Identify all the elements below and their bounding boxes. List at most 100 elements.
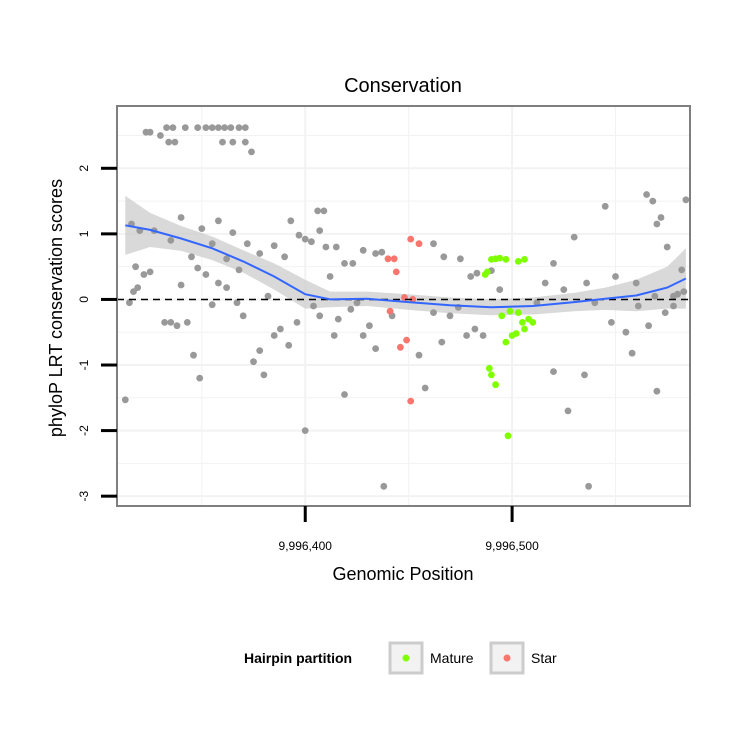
data-point-other	[446, 312, 454, 320]
legend-label-star: Star	[531, 650, 557, 666]
data-point-other	[287, 217, 295, 225]
data-point-mature	[506, 307, 514, 315]
plot-panel	[116, 105, 691, 507]
data-point-other	[533, 299, 541, 307]
data-point-other	[239, 312, 247, 320]
y-tick-label: 0	[77, 296, 91, 303]
data-point-other	[183, 319, 191, 326]
data-point-other	[663, 243, 671, 251]
data-point-other	[256, 250, 264, 257]
y-tick-label: -3	[77, 491, 91, 502]
data-point-other	[415, 351, 423, 359]
data-point-other	[430, 240, 437, 248]
data-point-star	[390, 255, 398, 263]
data-point-other	[570, 233, 578, 241]
data-point-other	[194, 124, 202, 131]
data-point-other	[438, 338, 446, 346]
data-point-other	[165, 138, 173, 146]
data-point-other	[277, 325, 284, 333]
data-point-other	[653, 387, 661, 395]
data-point-other	[320, 207, 328, 215]
data-point-other	[657, 214, 665, 221]
data-point-other	[632, 279, 640, 287]
data-point-other	[634, 302, 642, 310]
data-point-other	[316, 227, 324, 235]
data-point-other	[457, 255, 464, 263]
data-point-other	[322, 243, 330, 251]
data-point-other	[167, 319, 175, 326]
confidence-band	[125, 195, 686, 316]
y-tick-label: 2	[77, 165, 91, 172]
data-point-other	[248, 148, 255, 156]
data-point-other	[223, 284, 231, 291]
series-mature	[481, 254, 537, 440]
legend-swatch-mature	[402, 654, 410, 662]
data-point-other	[330, 332, 338, 339]
data-point-other	[440, 253, 448, 261]
legend: Hairpin partition Mature Star	[244, 641, 557, 675]
data-point-other	[347, 305, 355, 313]
data-point-other	[349, 260, 357, 267]
x-tick-label: 9,996,500	[485, 539, 539, 553]
y-tick-label: -2	[77, 425, 91, 436]
data-point-star	[409, 296, 417, 303]
data-points	[121, 124, 690, 490]
x-axis-title: Genomic Position	[332, 564, 473, 584]
data-point-other	[196, 374, 204, 382]
gridlines	[117, 106, 690, 506]
data-point-other	[670, 292, 677, 300]
data-point-other	[202, 271, 210, 278]
data-point-mature	[483, 268, 491, 276]
data-point-other	[479, 332, 487, 339]
data-point-other	[608, 319, 615, 326]
data-point-star	[415, 240, 423, 248]
data-point-mature	[514, 309, 522, 316]
data-point-other	[353, 299, 361, 307]
data-point-other	[177, 214, 185, 221]
data-point-mature	[502, 256, 510, 263]
data-point-other	[173, 322, 181, 330]
data-point-other	[295, 231, 303, 239]
data-point-other	[208, 240, 216, 248]
panel-border	[116, 105, 691, 507]
data-point-other	[146, 268, 154, 276]
data-point-other	[177, 281, 185, 289]
data-point-other	[332, 243, 340, 251]
data-point-other	[628, 349, 636, 357]
data-point-other	[680, 288, 688, 295]
data-point-other	[235, 266, 243, 274]
data-point-mature	[498, 312, 506, 320]
data-point-other	[421, 384, 429, 392]
data-point-other	[564, 407, 572, 415]
y-axis-title: phyloP LRT conservation scores	[46, 179, 66, 437]
data-point-other	[380, 482, 388, 490]
data-point-other	[264, 292, 272, 300]
data-point-mature	[485, 364, 493, 372]
data-point-other	[678, 266, 686, 274]
data-point-other	[473, 269, 481, 277]
data-point-other	[326, 273, 334, 280]
data-point-other	[281, 253, 288, 261]
data-point-other	[560, 286, 568, 293]
data-point-mature	[488, 371, 495, 379]
chart-title: Conservation	[344, 75, 462, 97]
data-point-other	[134, 284, 142, 291]
data-point-other	[194, 264, 202, 272]
data-point-other	[229, 138, 237, 146]
data-point-other	[622, 328, 630, 336]
data-point-other	[661, 309, 669, 316]
data-point-other	[541, 279, 549, 287]
data-point-other	[125, 299, 133, 307]
data-point-other	[227, 124, 235, 131]
data-point-other	[341, 391, 348, 398]
data-point-other	[653, 220, 661, 228]
data-point-other	[585, 482, 592, 490]
data-point-other	[229, 229, 237, 237]
data-point-other	[157, 132, 164, 139]
data-point-other	[270, 242, 278, 250]
data-point-star	[407, 235, 415, 243]
series-star	[384, 235, 423, 405]
data-point-other	[372, 345, 379, 352]
data-point-other	[215, 124, 222, 131]
